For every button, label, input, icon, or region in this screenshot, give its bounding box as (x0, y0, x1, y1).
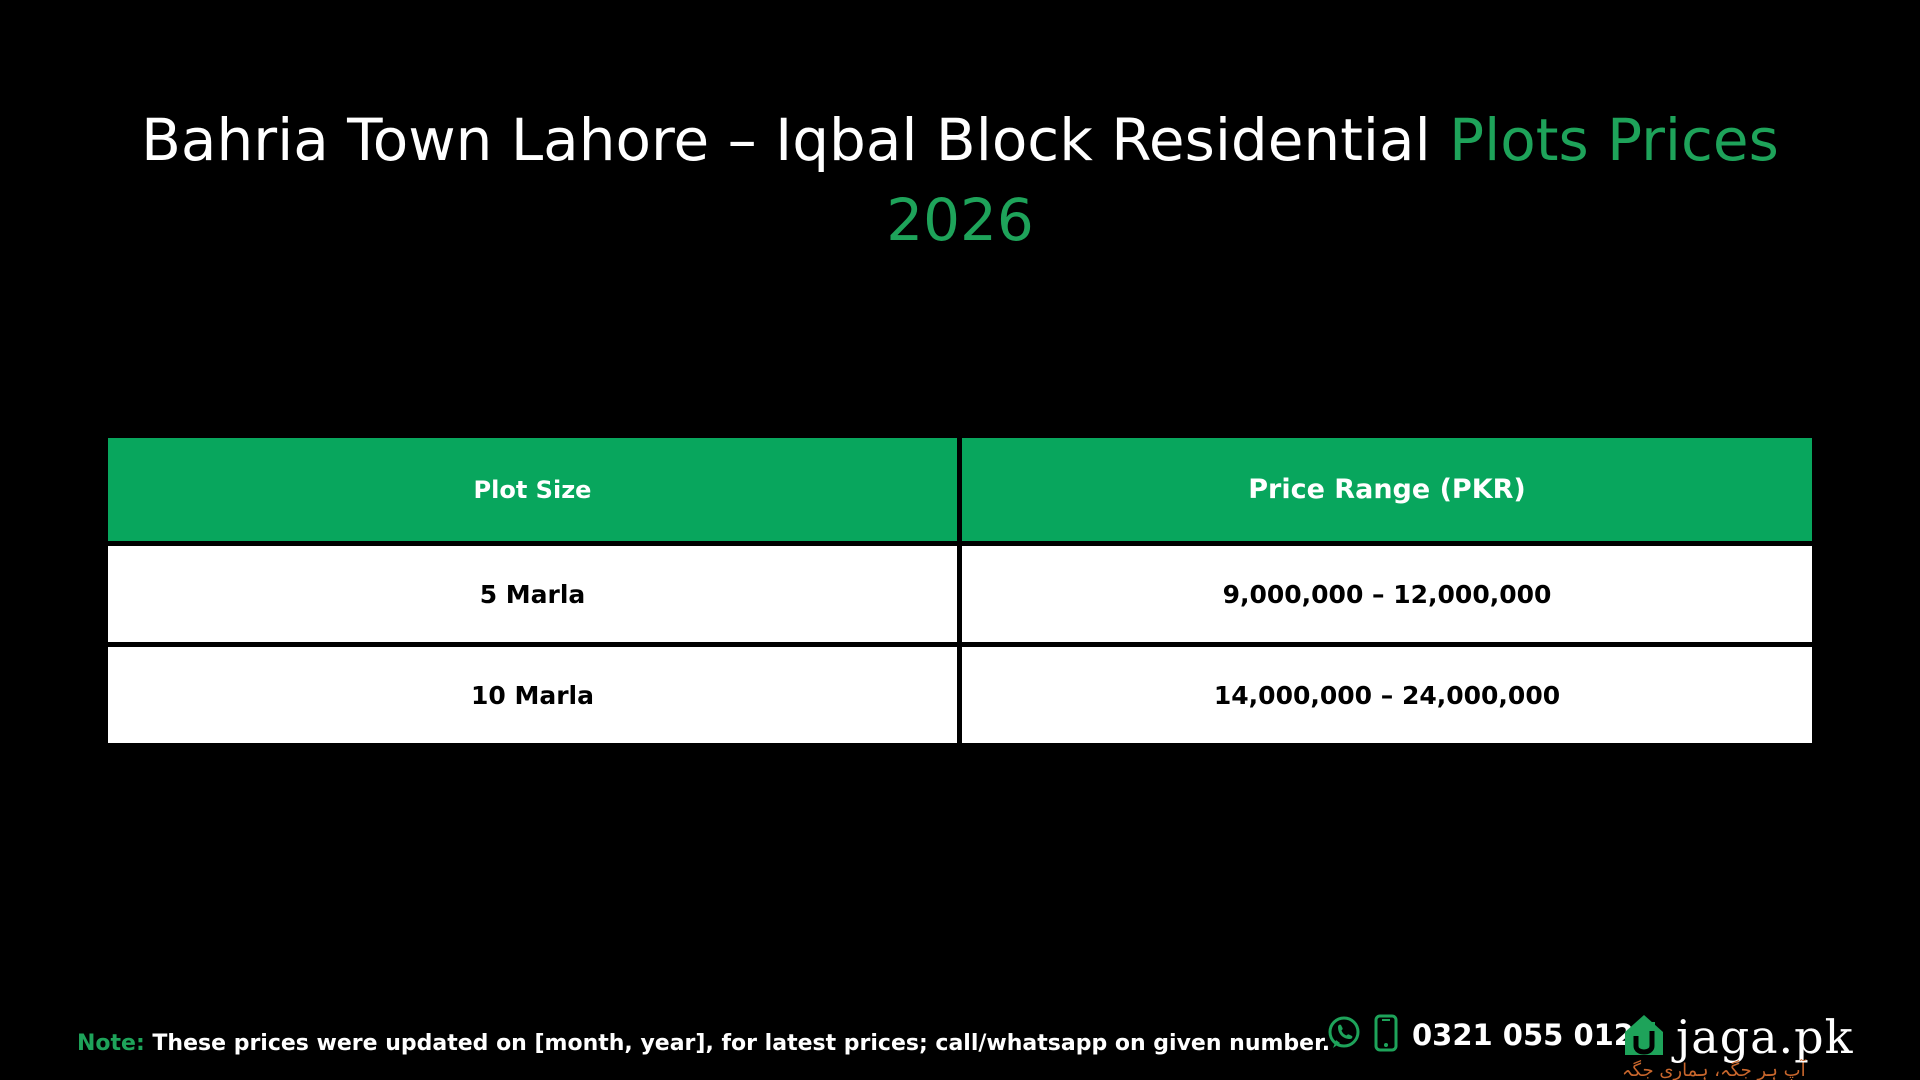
footer-note: Note: These prices were updated on [mont… (77, 1031, 1330, 1056)
table-header-row: Plot Size Price Range (PKR) (108, 438, 1812, 541)
page-title: Bahria Town Lahore – Iqbal Block Residen… (140, 100, 1780, 260)
brand-logo: jaga.pk (1622, 1010, 1854, 1064)
whatsapp-icon[interactable] (1326, 1015, 1362, 1055)
phone-icon[interactable] (1374, 1014, 1398, 1056)
house-logo-icon (1622, 1012, 1666, 1062)
price-table: Plot Size Price Range (PKR) 5 Marla 9,00… (108, 438, 1812, 743)
note-text: These prices were updated on [month, yea… (144, 1031, 1331, 1056)
brand-tagline: آپ ہر جگہ، ہماری جگہ (1622, 1060, 1806, 1080)
cell-plot-size: 5 Marla (108, 541, 962, 642)
cell-price-range: 9,000,000 – 12,000,000 (962, 541, 1812, 642)
header-price-range: Price Range (PKR) (962, 438, 1812, 541)
note-label: Note: (77, 1031, 145, 1056)
contact-info: 0321 055 0123 (1326, 1010, 1654, 1060)
cell-price-range: 14,000,000 – 24,000,000 (962, 642, 1812, 743)
table-row: 10 Marla 14,000,000 – 24,000,000 (108, 642, 1812, 743)
cell-plot-size: 10 Marla (108, 642, 962, 743)
phone-number[interactable]: 0321 055 0123 (1412, 1018, 1655, 1052)
header-plot-size: Plot Size (108, 438, 962, 541)
table-row: 5 Marla 9,000,000 – 12,000,000 (108, 541, 1812, 642)
title-accent: Plots Prices 2026 (886, 106, 1779, 254)
title-main: Bahria Town Lahore – Iqbal Block Residen… (141, 106, 1450, 174)
brand-name: jaga.pk (1676, 1010, 1854, 1064)
